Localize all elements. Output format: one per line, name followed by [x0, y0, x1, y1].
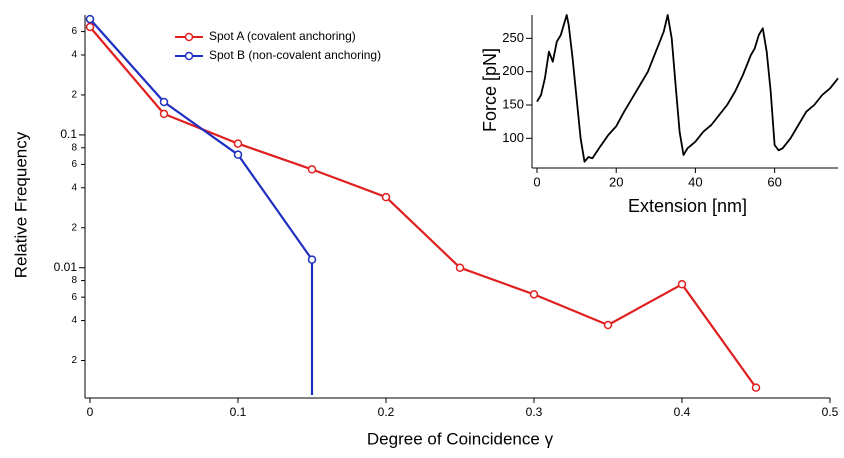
x-tick-label: 0.4: [674, 405, 691, 419]
point: [529, 290, 539, 299]
point: [233, 139, 243, 148]
y-tick-label: 250: [502, 30, 524, 45]
x-tick-label: 0.5: [822, 405, 839, 419]
y-tick-label: 4: [71, 182, 77, 193]
y-tick-label: 0.1: [60, 127, 77, 141]
x-tick-label: 60: [767, 174, 781, 189]
y-tick-label: 6: [71, 26, 77, 37]
x-tick-label: 0: [533, 174, 540, 189]
legend-label: Spot B (non-covalent anchoring): [209, 48, 381, 62]
y-tick-label: 4: [71, 50, 77, 61]
series-line: [89, 18, 314, 395]
point: [159, 97, 169, 107]
y-tick-label: 2: [71, 355, 77, 366]
point: [455, 263, 465, 272]
point: [233, 150, 243, 159]
x-tick-label: 0.3: [526, 405, 543, 419]
point: [307, 255, 317, 264]
y-tick-label: 8: [71, 142, 77, 153]
y-tick-label: 2: [71, 222, 77, 233]
x-tick-label: 20: [609, 174, 623, 189]
y-axis-label: Relative Frequency: [11, 131, 30, 278]
point: [85, 22, 95, 32]
legend-label: Spot A (covalent anchoring): [209, 29, 356, 43]
point: [85, 14, 95, 24]
y-tick-label: 100: [502, 130, 524, 145]
y-tick-label: 6: [71, 292, 77, 303]
y-tick-label: 150: [502, 96, 524, 111]
x-tick-label: 0: [87, 405, 94, 419]
y-tick-label: 6: [71, 159, 77, 170]
x-axis-label: Degree of Coincidence γ: [367, 429, 554, 448]
point: [751, 383, 761, 392]
y-tick-label: 8: [71, 275, 77, 286]
y-tick-label: 0.01: [54, 260, 78, 274]
y-tick-label: 200: [502, 63, 524, 78]
x-axis-label: Extension [nm]: [628, 196, 747, 216]
point: [381, 192, 391, 202]
y-axis-label: Force [pN]: [480, 48, 500, 132]
series-line: [536, 14, 839, 163]
point: [307, 165, 317, 174]
y-tick-label: 2: [71, 90, 77, 101]
legend-marker: [184, 32, 194, 42]
legend-marker: [184, 51, 194, 61]
y-tick-label: 4: [71, 315, 77, 326]
x-tick-label: 0.2: [378, 405, 395, 419]
point: [677, 280, 687, 289]
x-tick-label: 40: [688, 174, 702, 189]
point: [603, 320, 613, 330]
x-tick-label: 0.1: [230, 405, 247, 419]
point: [159, 109, 169, 119]
